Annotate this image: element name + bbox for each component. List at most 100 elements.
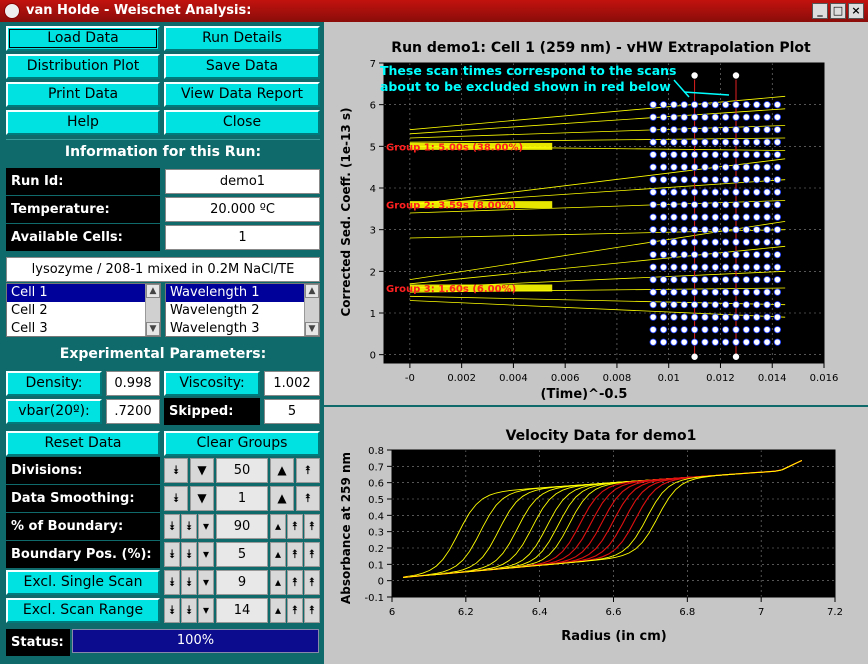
data-point [711, 126, 719, 134]
list-item[interactable]: Cell 2 [11, 303, 48, 318]
data-point [680, 338, 688, 346]
cell-listbox[interactable]: Cell 1 Cell 2 Cell 3 ▲ ▼ [6, 283, 161, 337]
skipped-input[interactable]: 5 [264, 399, 320, 424]
increment-fast-icon[interactable]: ⯭ [287, 514, 303, 539]
decrement-icon[interactable]: ▾ [198, 570, 214, 595]
data-point [680, 176, 688, 184]
increment-fastest-icon[interactable]: ⯭ [304, 542, 320, 567]
data-point [690, 326, 699, 334]
close-button[interactable]: Close [164, 110, 320, 135]
scroll-down-icon[interactable]: ▼ [146, 322, 160, 336]
data-point [701, 213, 709, 221]
list-item[interactable]: Cell 1 [7, 284, 160, 302]
wavelength-listbox[interactable]: Wavelength 1 Wavelength 2 Wavelength 3 ▲… [165, 283, 320, 337]
scan-range-input[interactable]: 14 [216, 598, 268, 623]
decrement-icon[interactable]: ▾ [198, 542, 214, 567]
decrement-fast-icon[interactable]: ⯯ [181, 542, 197, 567]
increment-fastest-icon[interactable]: ⯭ [304, 598, 320, 623]
scrollbar[interactable]: ▲ ▼ [145, 284, 160, 336]
decrement-fastest-icon[interactable]: ⯯ [164, 598, 180, 623]
load-data-button[interactable]: Load Data [6, 26, 160, 51]
excl-single-scan-button[interactable]: Excl. Single Scan [6, 570, 160, 595]
data-point [701, 301, 709, 309]
data-point [773, 338, 782, 346]
decrement-fast-icon[interactable]: ⯯ [164, 458, 188, 483]
increment-icon[interactable]: ▴ [270, 598, 286, 623]
single-scan-input[interactable]: 9 [216, 570, 268, 595]
increment-icon[interactable]: ▲ [270, 458, 294, 483]
data-point [680, 138, 688, 146]
maximize-icon[interactable]: □ [830, 3, 846, 19]
density-button[interactable]: Density: [6, 371, 102, 396]
data-point [732, 176, 740, 184]
data-point [680, 226, 688, 234]
viscosity-button[interactable]: Viscosity: [164, 371, 260, 396]
view-data-report-button[interactable]: View Data Report [164, 82, 320, 107]
increment-icon[interactable]: ▴ [270, 570, 286, 595]
scroll-up-icon[interactable]: ▲ [305, 284, 319, 298]
plot-frame [383, 62, 825, 364]
decrement-icon[interactable]: ▾ [198, 598, 214, 623]
increment-fast-icon[interactable]: ⯭ [287, 570, 303, 595]
decrement-icon[interactable]: ▼ [190, 458, 214, 483]
viscosity-input[interactable]: 1.002 [264, 371, 320, 396]
decrement-fast-icon[interactable]: ⯯ [181, 514, 197, 539]
scroll-up-icon[interactable]: ▲ [146, 284, 160, 298]
y-axis-label: Absorbance at 259 nm [339, 452, 353, 604]
increment-fastest-icon[interactable]: ⯭ [304, 514, 320, 539]
vbar-input[interactable]: .7200 [106, 399, 160, 424]
distribution-plot-button[interactable]: Distribution Plot [6, 54, 160, 79]
vbar-button[interactable]: vbar(20º): [6, 399, 102, 424]
data-point [670, 338, 678, 346]
list-item[interactable]: Wavelength 1 [166, 284, 319, 302]
density-input[interactable]: 0.998 [106, 371, 160, 396]
divisions-input[interactable]: 50 [216, 458, 268, 483]
smoothing-input[interactable]: 1 [216, 486, 268, 511]
list-item[interactable]: Wavelength 2 [170, 303, 260, 318]
data-point [659, 326, 668, 334]
data-point [742, 226, 750, 234]
decrement-icon[interactable]: ▼ [190, 486, 214, 511]
increment-fast-icon[interactable]: ⯭ [296, 458, 320, 483]
decrement-fast-icon[interactable]: ⯯ [181, 598, 197, 623]
minimize-icon[interactable]: _ [812, 3, 828, 19]
clear-groups-button[interactable]: Clear Groups [164, 431, 320, 456]
decrement-fast-icon[interactable]: ⯯ [181, 570, 197, 595]
decrement-fastest-icon[interactable]: ⯯ [164, 570, 180, 595]
boundary-input[interactable]: 90 [216, 514, 268, 539]
vhw-extrapolation-chart[interactable]: Run demo1: Cell 1 (259 nm) - vHW Extrapo… [324, 22, 868, 404]
increment-fastest-icon[interactable]: ⯭ [304, 570, 320, 595]
increment-icon[interactable]: ▴ [270, 542, 286, 567]
list-item[interactable]: Cell 3 [11, 321, 48, 336]
data-point [742, 288, 750, 296]
title-bar[interactable]: van Holde - Weischet Analysis: _ □ × [0, 0, 868, 22]
increment-fast-icon[interactable]: ⯭ [296, 486, 320, 511]
data-point [711, 188, 719, 196]
reset-data-button[interactable]: Reset Data [6, 431, 160, 456]
print-data-button[interactable]: Print Data [6, 82, 160, 107]
boundary-pos-input[interactable]: 5 [216, 542, 268, 567]
close-icon[interactable]: × [848, 3, 864, 19]
increment-icon[interactable]: ▴ [270, 514, 286, 539]
velocity-data-chart[interactable]: Velocity Data for demo1 6 6.2 6.4 6.6 6.8 7 7.… [324, 410, 868, 662]
help-button[interactable]: Help [6, 110, 160, 135]
x-tick-label: 6.6 [606, 607, 622, 618]
data-point [649, 276, 657, 284]
decrement-icon[interactable]: ▾ [198, 514, 214, 539]
decrement-fast-icon[interactable]: ⯯ [164, 486, 188, 511]
increment-icon[interactable]: ▲ [270, 486, 294, 511]
decrement-fastest-icon[interactable]: ⯯ [164, 514, 180, 539]
scrollbar[interactable]: ▲ ▼ [304, 284, 319, 336]
run-details-button[interactable]: Run Details [164, 26, 320, 51]
increment-fast-icon[interactable]: ⯭ [287, 542, 303, 567]
data-point [722, 176, 730, 184]
list-item[interactable]: Wavelength 3 [170, 321, 260, 336]
increment-fast-icon[interactable]: ⯭ [287, 598, 303, 623]
data-point [670, 201, 678, 209]
y-tick-label: -0.1 [364, 593, 384, 604]
decrement-fastest-icon[interactable]: ⯯ [164, 542, 180, 567]
save-data-button[interactable]: Save Data [164, 54, 320, 79]
scroll-down-icon[interactable]: ▼ [305, 322, 319, 336]
excl-scan-range-button[interactable]: Excl. Scan Range [6, 598, 160, 623]
